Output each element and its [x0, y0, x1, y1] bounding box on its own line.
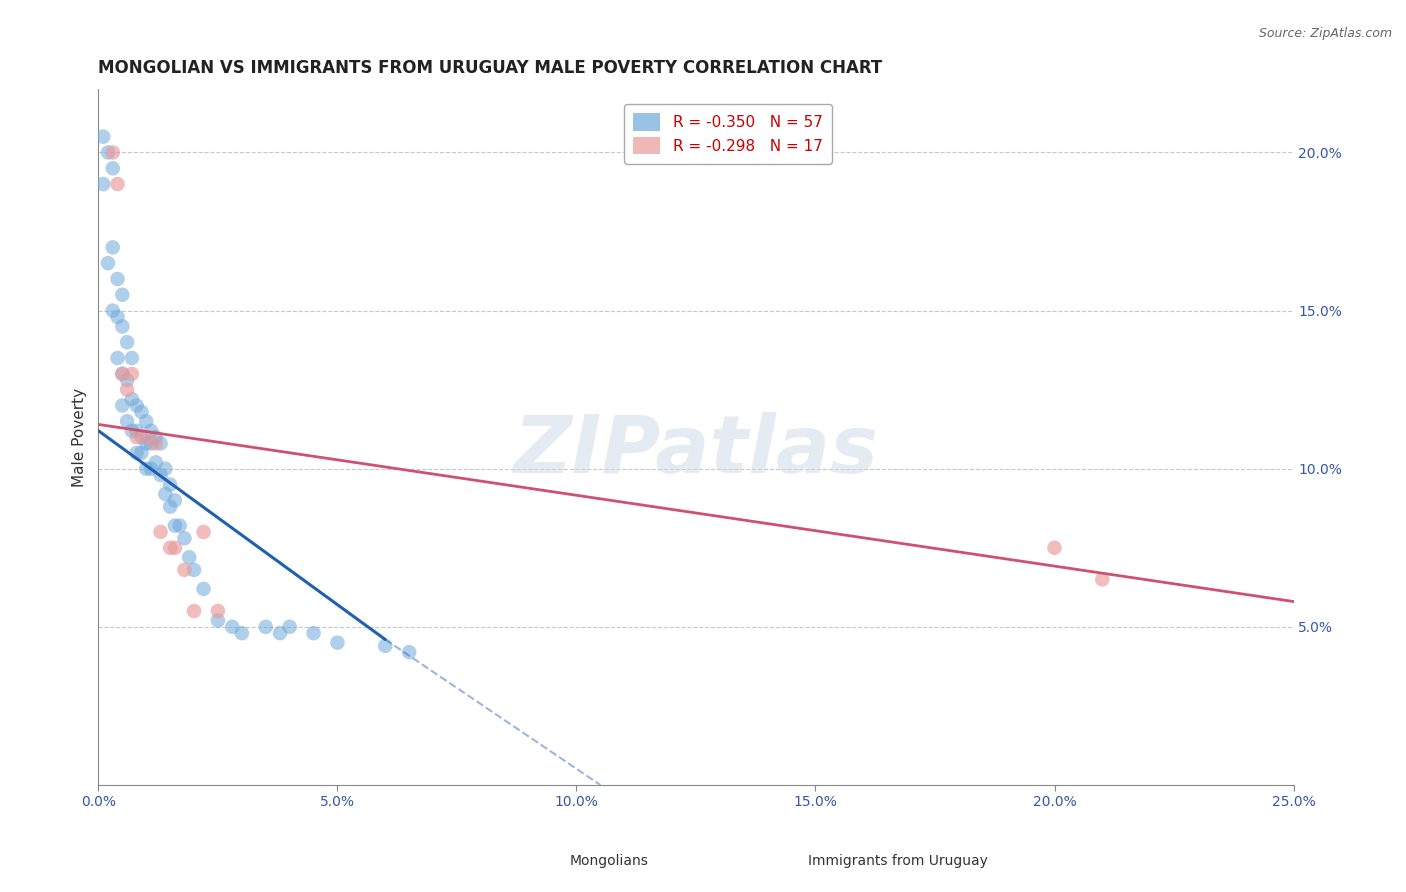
Point	[115, 335, 138, 350]
Point	[101, 240, 124, 254]
Point	[254, 620, 277, 634]
Point	[111, 399, 134, 413]
Point	[97, 256, 120, 270]
Point	[374, 639, 396, 653]
Point	[163, 541, 186, 555]
Point	[107, 351, 129, 365]
Point	[101, 303, 124, 318]
Point	[91, 129, 114, 144]
Point	[145, 436, 167, 450]
Point	[173, 563, 195, 577]
Point	[135, 436, 157, 450]
Point	[121, 392, 143, 406]
Point	[97, 145, 120, 160]
Point	[169, 518, 191, 533]
Point	[278, 620, 301, 634]
Point	[145, 430, 167, 444]
Point	[269, 626, 291, 640]
Point	[115, 373, 138, 387]
Point	[155, 487, 177, 501]
Point	[179, 550, 201, 565]
Point	[207, 614, 229, 628]
Point	[107, 272, 129, 286]
Point	[159, 500, 181, 514]
Point	[121, 351, 143, 365]
Point	[125, 430, 148, 444]
Point	[135, 414, 157, 428]
Point	[121, 424, 143, 438]
Point	[149, 436, 172, 450]
Point	[111, 319, 134, 334]
Point	[111, 367, 134, 381]
Point	[193, 582, 215, 596]
Point	[101, 145, 124, 160]
Point	[159, 477, 181, 491]
Point	[125, 399, 148, 413]
Point	[183, 563, 205, 577]
Legend: R = -0.350   N = 57, R = -0.298   N = 17: R = -0.350 N = 57, R = -0.298 N = 17	[624, 103, 832, 163]
Point	[302, 626, 325, 640]
Point	[131, 446, 153, 460]
Point	[139, 461, 162, 475]
Point	[125, 446, 148, 460]
Point	[91, 177, 114, 191]
Point	[398, 645, 420, 659]
Point	[101, 161, 124, 176]
Point	[1043, 541, 1066, 555]
Point	[111, 367, 134, 381]
Y-axis label: Male Poverty: Male Poverty	[72, 387, 87, 487]
Point	[135, 461, 157, 475]
Point	[115, 414, 138, 428]
Point	[131, 405, 153, 419]
Point	[183, 604, 205, 618]
Point	[135, 430, 157, 444]
Point	[159, 541, 181, 555]
Point	[326, 635, 349, 649]
Point	[107, 177, 129, 191]
Point	[163, 518, 186, 533]
Text: MONGOLIAN VS IMMIGRANTS FROM URUGUAY MALE POVERTY CORRELATION CHART: MONGOLIAN VS IMMIGRANTS FROM URUGUAY MAL…	[98, 59, 883, 77]
Point	[173, 531, 195, 545]
Point	[111, 287, 134, 301]
Point	[115, 383, 138, 397]
Point	[139, 424, 162, 438]
Point	[155, 461, 177, 475]
Point	[1091, 573, 1114, 587]
Point	[163, 493, 186, 508]
Point	[193, 524, 215, 539]
Point	[145, 455, 167, 469]
Text: Source: ZipAtlas.com: Source: ZipAtlas.com	[1258, 27, 1392, 40]
Text: Mongolians: Mongolians	[569, 854, 648, 868]
Point	[125, 424, 148, 438]
Point	[139, 436, 162, 450]
Point	[149, 468, 172, 483]
Point	[207, 604, 229, 618]
Point	[149, 524, 172, 539]
Text: Immigrants from Uruguay: Immigrants from Uruguay	[808, 854, 988, 868]
Point	[131, 430, 153, 444]
Point	[121, 367, 143, 381]
Point	[231, 626, 253, 640]
Point	[107, 310, 129, 324]
Point	[221, 620, 243, 634]
Text: ZIPatlas: ZIPatlas	[513, 412, 879, 490]
